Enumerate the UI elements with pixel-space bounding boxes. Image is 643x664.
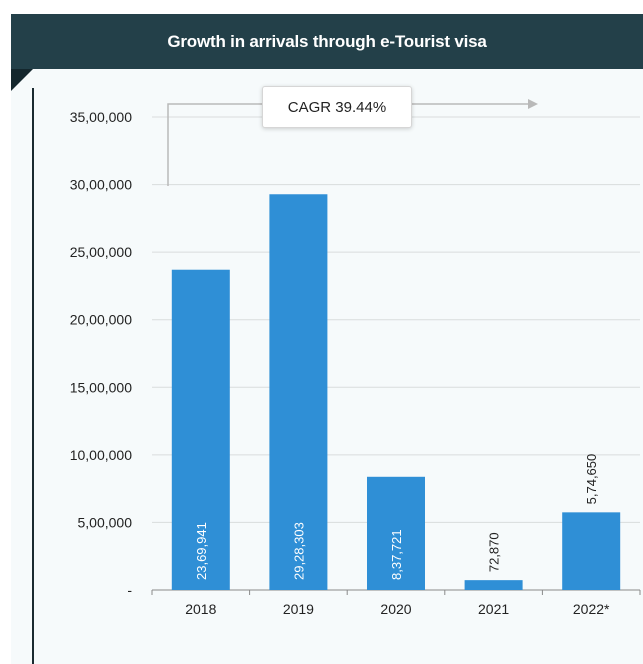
data-label: 72,870 [487, 532, 502, 572]
bar [367, 476, 425, 590]
y-tick-label: - [127, 582, 132, 598]
y-tick-label: 15,00,000 [70, 379, 132, 395]
x-tick-label: 2019 [283, 601, 314, 617]
cagr-callout: CAGR 39.44% [262, 86, 412, 128]
x-tick-label: 2018 [185, 601, 216, 617]
y-tick-label: 5,00,000 [78, 514, 133, 530]
cagr-arrow-head [528, 99, 538, 109]
cagr-label: CAGR 39.44% [287, 98, 387, 116]
chart-header: Growth in arrivals through e-Tourist vis… [11, 14, 643, 69]
y-tick-label: 10,00,000 [70, 447, 132, 463]
y-tick-label: 25,00,000 [70, 244, 132, 260]
x-tick-label: 2022* [573, 601, 610, 617]
y-tick-label: 35,00,000 [70, 109, 132, 125]
data-label: 23,69,941 [194, 522, 209, 580]
y-tick-label: 30,00,000 [70, 177, 132, 193]
bar [269, 194, 328, 590]
left-border-rule [32, 88, 34, 664]
data-label: 5,74,650 [584, 454, 599, 505]
x-tick-label: 2020 [380, 601, 411, 617]
cagr-connector-line [167, 103, 262, 186]
bar [171, 269, 230, 590]
bar [562, 512, 621, 590]
x-tick-label: 2021 [478, 601, 509, 617]
header-fold-corner [11, 69, 33, 91]
y-tick-label: 20,00,000 [70, 312, 132, 328]
chart-title: Growth in arrivals through e-Tourist vis… [167, 31, 487, 51]
data-label: 8,37,721 [389, 529, 404, 580]
bar [464, 580, 523, 590]
data-label: 29,28,303 [291, 522, 306, 580]
